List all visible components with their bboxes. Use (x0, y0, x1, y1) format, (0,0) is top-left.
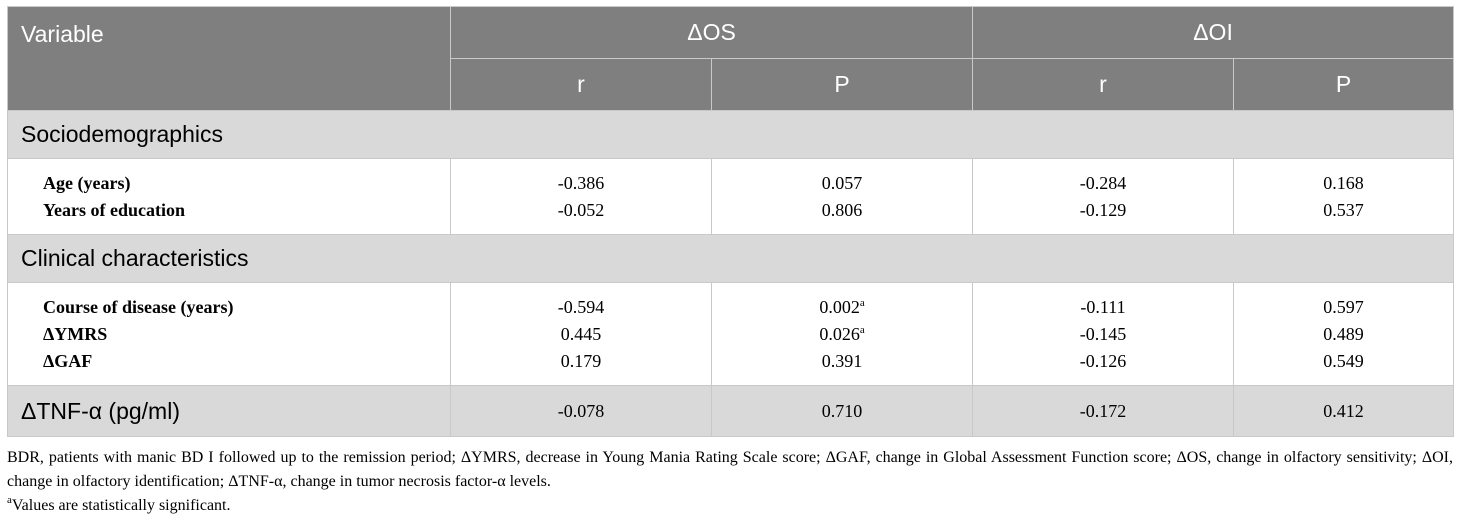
os-p-value: 0.391 (821, 350, 863, 371)
row-label: Years of education (43, 199, 185, 220)
oi-r-value: -0.284 (1079, 172, 1127, 193)
oi-p-value: 0.537 (1323, 199, 1364, 220)
footnote-abbreviations: BDR, patients with manic BD I followed u… (7, 449, 1453, 490)
row-label: ΔYMRS (43, 323, 108, 344)
results-table-container: Variable ΔOS ΔOI r P r P Sociodemographi… (6, 6, 1455, 437)
oi-r-cell: -0.284 -0.129 (972, 158, 1235, 235)
row-labels: Course of disease (years) ΔYMRS ΔGAF (7, 282, 451, 386)
oi-r-value: -0.111 (1080, 296, 1126, 317)
os-p-cell: 0.057 0.806 (710, 158, 974, 235)
oi-r-value: -0.129 (1079, 199, 1127, 220)
os-p-value: 0.026a (819, 323, 865, 344)
os-r-value: -0.386 (557, 172, 605, 193)
section-title-clinical: Clinical characteristics (6, 234, 1455, 283)
row-labels: Age (years) Years of education (7, 158, 451, 235)
correlation-table: Variable ΔOS ΔOI r P r P Sociodemographi… (6, 6, 1455, 437)
os-p-cell: 0.002a 0.026a 0.391 (710, 282, 974, 386)
oi-r-value: -0.145 (1079, 323, 1127, 344)
oi-p-value: 0.549 (1323, 350, 1364, 371)
oi-r-value: -0.126 (1079, 350, 1127, 371)
significance-marker: a (859, 296, 865, 309)
os-p-value: 0.002a (819, 296, 865, 317)
oi-p-cell: 0.597 0.489 0.549 (1233, 282, 1455, 386)
oi-p-value: 0.597 (1323, 296, 1364, 317)
table-footnote: BDR, patients with manic BD I followed u… (7, 446, 1453, 518)
header-delta-oi: ΔOI (972, 6, 1455, 59)
tnf-os-p: 0.710 (710, 385, 974, 437)
os-p-value: 0.806 (821, 199, 863, 220)
header-oi-r: r (972, 58, 1235, 111)
os-p-value: 0.057 (821, 172, 863, 193)
os-r-value: -0.052 (557, 199, 605, 220)
tnf-oi-r: -0.172 (972, 385, 1235, 437)
header-delta-os: ΔOS (449, 6, 974, 59)
os-r-cell: -0.594 0.445 0.179 (450, 282, 712, 386)
os-r-value: 0.445 (560, 323, 602, 344)
header-os-p: P (710, 58, 974, 111)
os-r-cell: -0.386 -0.052 (450, 158, 712, 235)
footnote-significance: aValues are statistically significant. (7, 494, 231, 515)
oi-p-value: 0.489 (1323, 323, 1364, 344)
oi-r-cell: -0.111 -0.145 -0.126 (972, 282, 1235, 386)
oi-p-cell: 0.168 0.537 (1233, 158, 1455, 235)
row-label: Age (years) (43, 172, 131, 193)
section-title-sociodemographics: Sociodemographics (6, 110, 1455, 159)
header-oi-p: P (1233, 58, 1455, 111)
row-label: Course of disease (years) (43, 296, 234, 317)
significance-marker: a (7, 494, 12, 506)
header-variable: Variable (7, 6, 451, 111)
row-label: ΔGAF (43, 350, 93, 371)
oi-p-value: 0.168 (1323, 172, 1364, 193)
os-r-value: -0.594 (557, 296, 605, 317)
header-os-r: r (450, 58, 712, 111)
tnf-row-label: ΔTNF-α (pg/ml) (7, 385, 451, 437)
os-r-value: 0.179 (560, 350, 602, 371)
significance-marker: a (859, 323, 865, 336)
tnf-oi-p: 0.412 (1233, 385, 1455, 437)
tnf-os-r: -0.078 (450, 385, 712, 437)
